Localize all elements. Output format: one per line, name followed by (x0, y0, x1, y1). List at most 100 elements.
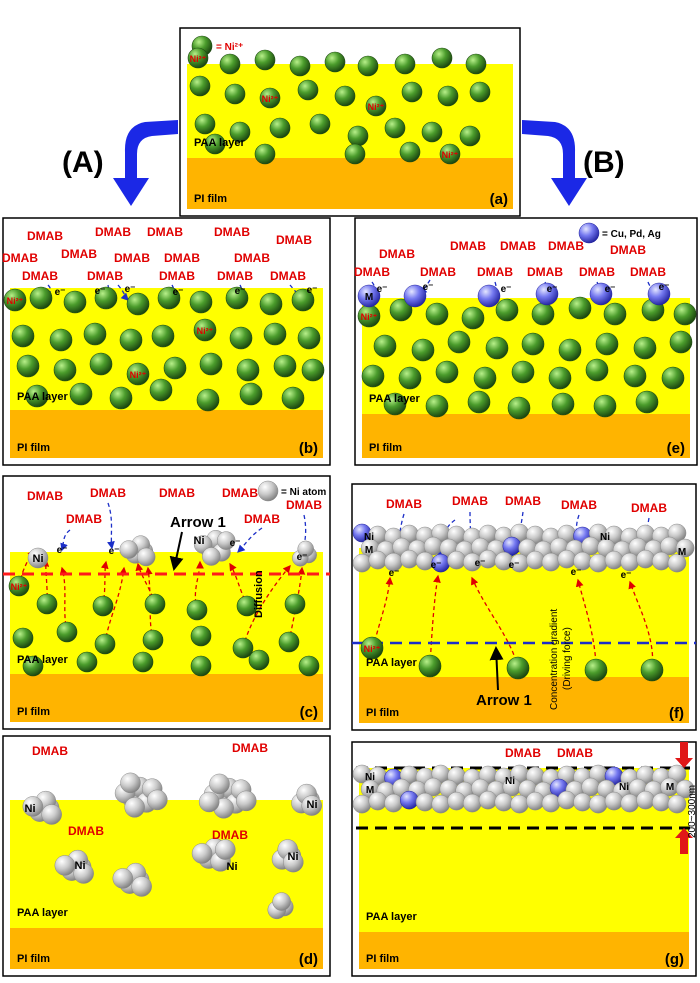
ni-ion (411, 338, 435, 362)
ni-ion (297, 326, 321, 350)
pi-film (10, 674, 323, 722)
dmab-label: DMAB (214, 225, 250, 239)
dmab-label: DMAB (22, 269, 58, 283)
ni-atom (198, 791, 220, 813)
dmab-label: DMAB (2, 251, 38, 265)
route-b-arrow (522, 120, 587, 206)
ni-ion (298, 655, 320, 677)
dmab-label: DMAB (450, 239, 486, 253)
ni-label: Ni (75, 860, 86, 872)
ni-ion (229, 121, 251, 143)
ni-label: Ni (505, 776, 515, 787)
ni-ion (425, 394, 449, 418)
ni-atom (124, 797, 145, 818)
ni-ion (473, 366, 497, 390)
dmab-label: DMAB (114, 251, 150, 265)
ni-atom (447, 550, 466, 570)
ni-ion (459, 125, 481, 147)
paa-layer-label: PAA layer (17, 391, 68, 403)
ni-ion (53, 358, 77, 382)
metal-seed (477, 284, 501, 308)
ni-ion-label: Ni²⁺ (361, 312, 378, 322)
ni-ion (633, 336, 657, 360)
dmab-label: DMAB (379, 247, 415, 261)
electron-label: e⁻ (55, 287, 66, 298)
ni-ion (640, 658, 664, 682)
ni-atom (604, 550, 624, 570)
electron-label: e⁻ (501, 284, 512, 295)
dmab-label: DMAB (561, 498, 597, 512)
ni-atom (209, 773, 230, 795)
ni-ion (421, 121, 443, 143)
ni-atom (557, 549, 576, 569)
ni-ion (63, 290, 87, 314)
panel-tag-g: (g) (665, 951, 684, 968)
ni-ion (76, 651, 98, 673)
metal-label: M (366, 785, 374, 796)
pi-film-label: PI film (366, 953, 399, 965)
ni-ion (190, 655, 212, 677)
ni-label: Ni (288, 851, 299, 863)
ni-ion-label: Ni²⁺ (197, 326, 214, 336)
ni-ion (16, 354, 40, 378)
dmab-label: DMAB (527, 265, 563, 279)
ni-ion (551, 392, 575, 416)
ni-ion (373, 334, 397, 358)
ni-ion (92, 595, 114, 617)
ni-ion (309, 113, 331, 135)
ni-ion (347, 125, 369, 147)
ni-ion (142, 629, 164, 651)
ni-ion (384, 117, 406, 139)
electron-label: e⁻ (297, 552, 308, 563)
ni-ion (89, 352, 113, 376)
ni-label: Ni (307, 799, 318, 811)
electron-label: e⁻ (389, 568, 400, 579)
ni-ion (291, 288, 315, 312)
ni-ion (132, 651, 154, 673)
metal-label: M (678, 547, 686, 558)
pi-film-label: PI film (366, 707, 399, 719)
dmab-label: DMAB (90, 486, 126, 500)
dmab-label: DMAB (212, 828, 248, 842)
ni-ion (199, 352, 223, 376)
ni-ion (126, 362, 150, 386)
ni-ion (259, 87, 281, 109)
paa-layer-label: PAA layer (366, 657, 417, 669)
ni-atom (526, 791, 545, 811)
panel-tag-f: (f) (669, 705, 684, 722)
ni-ion (465, 53, 487, 75)
route-a-label: (A) (62, 146, 104, 179)
diffusion-label: Diffusion (253, 570, 265, 618)
ni-atom (675, 538, 695, 558)
ni-ion (236, 595, 258, 617)
dmab-label: DMAB (87, 269, 123, 283)
ni-ion (94, 286, 118, 310)
ni-ion (22, 655, 44, 677)
ni-ion (284, 593, 306, 615)
diffusion-path (41, 558, 50, 605)
ni-label: Ni (33, 553, 44, 565)
ni-atom (297, 540, 314, 558)
ni-ion (548, 366, 572, 390)
ni-ion (495, 298, 519, 322)
ni-ion (224, 83, 246, 105)
ni-atom (147, 789, 168, 811)
electron-label: e⁻ (475, 558, 486, 569)
dmab-label: DMAB (630, 265, 666, 279)
ni-ion (12, 627, 34, 649)
pi-film (187, 158, 513, 209)
ni-atom (463, 793, 482, 813)
metal-label: M (365, 292, 373, 303)
ni-ion (425, 302, 449, 326)
ni-ion (193, 318, 217, 342)
dmab-label: DMAB (477, 265, 513, 279)
ni-ion (281, 386, 305, 410)
ni-ion (398, 366, 422, 390)
ni-ion (83, 322, 107, 346)
diffusion-path (194, 560, 204, 611)
dmab-label: DMAB (232, 741, 268, 755)
dmab-label: DMAB (270, 269, 306, 283)
gradient-label: (Driving force) (562, 627, 573, 690)
ni-ion (661, 366, 685, 390)
